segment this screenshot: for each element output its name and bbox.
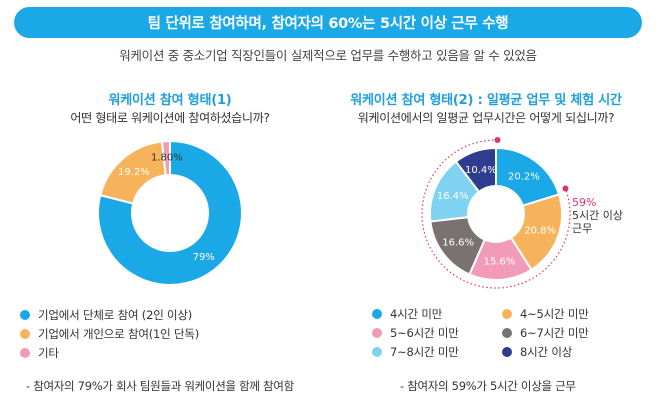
chart2-legend-item-2: 5~6시간 미만 (372, 325, 459, 341)
chart1-legend: 기업에서 단체로 참여 (2인 이상) 기업에서 개인으로 참여(1인 단독) … (20, 307, 199, 364)
chart2-legend-swatch-0 (372, 309, 382, 319)
donut2-data-label-5: 10.4% (465, 165, 497, 176)
chart1-legend-swatch-2 (20, 348, 30, 358)
donut2-highlight-endpoint-0 (562, 185, 569, 192)
chart1-legend-item-0: 기업에서 단체로 참여 (2인 이상) (20, 307, 199, 323)
donut2-data-label-0: 20.2% (508, 172, 540, 183)
donut2-data-label-2: 15.6% (484, 256, 516, 267)
chart1-legend-item-1: 기업에서 개인으로 참여(1인 단독) (20, 326, 199, 342)
donut2-data-label-4: 16.4% (437, 191, 469, 202)
chart2-legend-swatch-3 (502, 328, 512, 338)
chart2-legend-item-3: 6~7시간 미만 (502, 325, 589, 341)
chart2-title: 워케이션 참여 형태(2) : 일평균 업무 및 체험 시간 (350, 93, 622, 108)
chart2-legend-label-3: 6~7시간 미만 (520, 326, 589, 340)
chart2-legend-swatch-4 (372, 347, 382, 357)
chart1-legend-item-2: 기타 (20, 345, 199, 361)
donut1-data-label-0: 79% (193, 252, 215, 263)
chart2-legend-swatch-1 (502, 309, 512, 319)
donut1-slice-2 (160, 139, 171, 177)
chart2-callout: 59% 5시간 이상 근무 (572, 196, 623, 235)
donut1-data-label-2: 1.80% (151, 153, 183, 164)
donut1-slice-0 (97, 139, 243, 286)
chart1-legend-label-2: 기타 (38, 346, 59, 360)
chart2-legend-item-0: 4시간 미만 (372, 306, 442, 322)
chart1-question: 어떤 형태로 워케이션에 참여하셨습니까? (70, 111, 270, 125)
chart2-legend: 4시간 미만 4~5시간 미만 5~6시간 미만 6~7시간 미만 7~8시간 … (372, 306, 642, 366)
donut2-data-label-1: 20.8% (524, 226, 556, 237)
chart1-note: - 참여자의 79%가 회사 팀원들과 워케이션을 함께 참여함 (26, 379, 294, 393)
chart2-legend-swatch-2 (372, 328, 382, 338)
chart2-note: - 참여자의 59%가 5시간 이상을 근무 (400, 379, 576, 393)
chart2-callout-line2: 근무 (572, 222, 593, 235)
donut2-data-label-3: 16.6% (442, 237, 474, 248)
chart1-donut: 79% 19.2%1.80% (97, 139, 243, 286)
chart2-callout-line1: 5시간 이상 (572, 209, 623, 222)
donut1-data-label-1: 19.2% (118, 167, 150, 178)
chart2-legend-label-1: 4~5시간 미만 (520, 307, 589, 321)
chart1-legend-label-1: 기업에서 개인으로 참여(1인 단독) (38, 327, 199, 341)
chart2-legend-label-5: 8시간 이상 (520, 345, 573, 359)
donut2-slice-5 (454, 146, 497, 194)
donut2-highlight-endpoint-1 (494, 137, 501, 144)
chart2-legend-label-2: 5~6시간 미만 (390, 326, 459, 340)
chart2-legend-item-5: 8시간 이상 (502, 344, 572, 360)
chart2-callout-pct: 59% (572, 196, 597, 209)
header-banner: 팀 단위로 참여하며, 참여자의 60%는 5시간 이상 근무 수행 (14, 7, 642, 38)
chart2-question: 워케이션에서의 일평균 업무시간은 어떻게 되십니까? (357, 111, 615, 125)
chart1-legend-swatch-1 (20, 329, 30, 339)
chart2-legend-swatch-5 (502, 347, 512, 357)
chart1-title: 워케이션 참여 형태(1) (108, 93, 232, 108)
chart2-legend-label-4: 7~8시간 미만 (390, 345, 459, 359)
chart1-legend-label-0: 기업에서 단체로 참여 (2인 이상) (38, 308, 193, 322)
chart1-legend-swatch-0 (20, 310, 30, 320)
chart2-legend-item-1: 4~5시간 미만 (502, 306, 589, 322)
chart2-donut: 20.2% 20.8% 15.6% 16.6% 16.4% 10.4% (421, 137, 571, 289)
chart2-legend-item-4: 7~8시간 미만 (372, 344, 459, 360)
chart2-legend-label-0: 4시간 미만 (390, 307, 443, 321)
page-subtitle: 워케이션 중 중소기업 직장인들이 실제적으로 업무를 수행하고 있음을 알 수… (119, 48, 537, 63)
